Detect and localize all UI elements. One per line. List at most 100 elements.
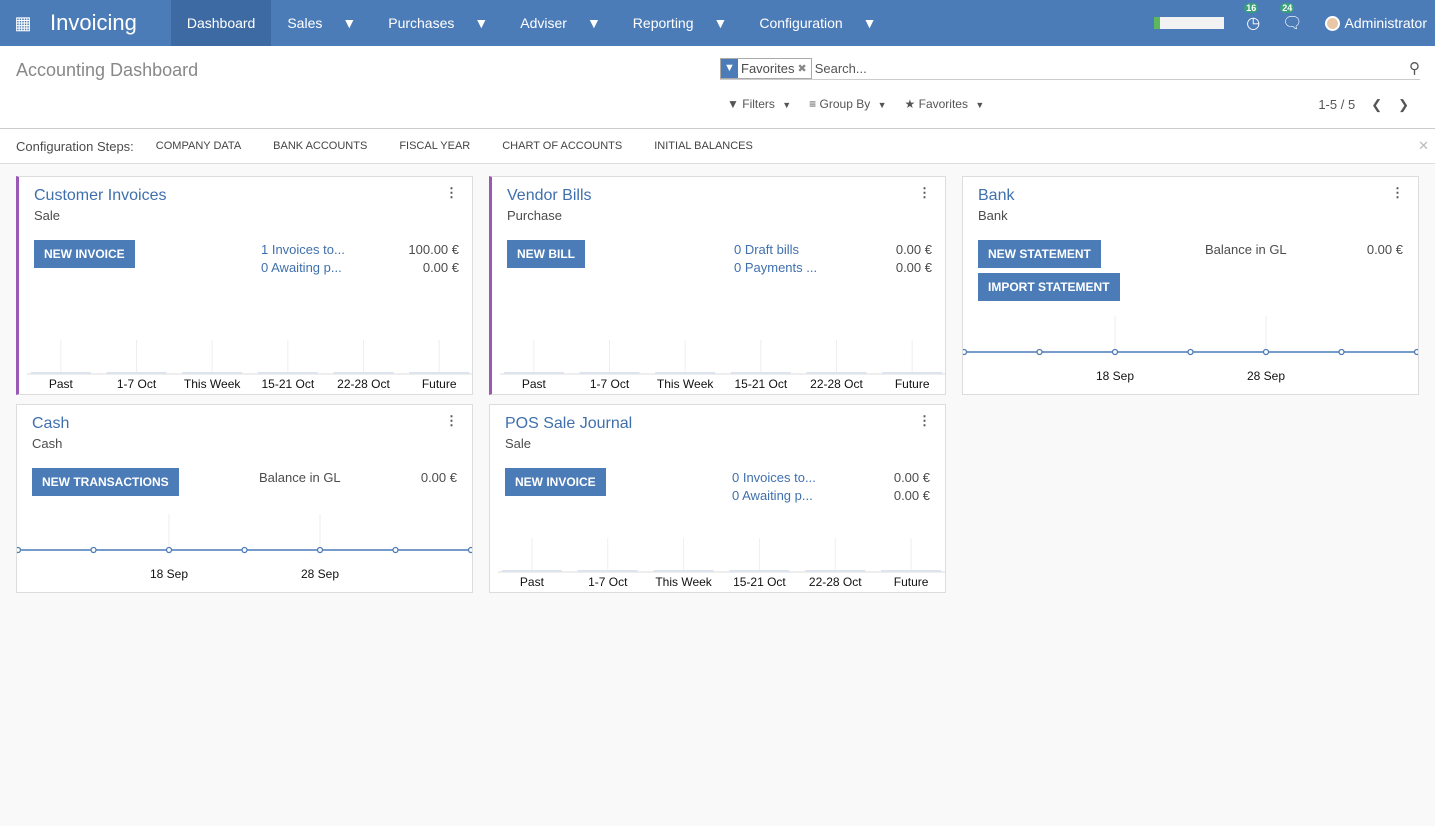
summary-link[interactable]: 0 Awaiting p... (732, 488, 813, 503)
journal-card: Bank Bank ⋮ NEW STATEMENT IMPORT STATEMENT Ba… (962, 176, 1419, 395)
search-facet: ▼ Favorites ✖ (720, 57, 812, 79)
messages-count: 24 (1280, 3, 1295, 13)
summary-link[interactable]: 0 Draft bills (734, 242, 800, 257)
more-options-icon[interactable]: ⋮ (918, 185, 931, 200)
caret-down-icon: ▼ (713, 15, 728, 31)
search-input[interactable]: Search... (814, 60, 867, 76)
x-tick-label: Future (894, 575, 929, 589)
card-title[interactable]: Cash (32, 415, 70, 432)
new-statement-button[interactable]: NEW STATEMENT (978, 240, 1101, 268)
configuration-steps: Configuration Steps: Company Data Bank Ac… (0, 129, 1435, 164)
card-title[interactable]: Customer Invoices (34, 187, 167, 204)
x-tick-label: 15-21 Oct (733, 575, 786, 589)
summary-row: 0 Invoices to... 0.00 € (732, 469, 930, 487)
data-point (1187, 348, 1194, 356)
summary-label: Balance in GL (259, 470, 341, 485)
bar (730, 372, 791, 374)
data-point (1338, 348, 1345, 356)
more-options-icon[interactable]: ⋮ (1391, 185, 1404, 200)
menu-sales[interactable]: Sales ▼ (271, 0, 372, 46)
bar (106, 372, 167, 374)
summary-link[interactable]: 0 Awaiting p... (261, 260, 342, 275)
bar (257, 372, 318, 374)
more-options-icon[interactable]: ⋮ (918, 413, 931, 428)
new-invoice-button[interactable]: NEW INVOICE (34, 240, 135, 268)
apps-menu-icon[interactable]: ▦ (14, 12, 32, 33)
journal-card: Cash Cash ⋮ NEW TRANSACTIONS Balance in GL 0.… (16, 404, 473, 593)
menu-label: Sales (287, 15, 323, 31)
bar (655, 372, 716, 374)
chevron-left-icon[interactable]: ❮ (1371, 97, 1383, 112)
summary-value: 0.00 € (1366, 242, 1403, 257)
card-summary: 0 Invoices to... 0.00 € 0 Awaiting p... 0.0… (732, 469, 930, 505)
x-tick-label: Future (895, 377, 930, 391)
control-panel: Accounting Dashboard ▼ Favorites ✖ Search.… (0, 46, 1435, 129)
close-icon[interactable]: ✕ (1418, 138, 1429, 153)
card-title[interactable]: Bank (978, 187, 1015, 204)
line-chart: 18 Sep 28 Sep (17, 514, 472, 581)
activities-button[interactable]: 16 ◷ (1244, 3, 1261, 33)
user-menu[interactable]: Administrator (1324, 15, 1427, 31)
card-subtitle: Cash (32, 436, 63, 451)
summary-value: 0.00 € (893, 488, 930, 503)
summary-label: Balance in GL (1205, 242, 1287, 257)
activities-count: 16 (1244, 3, 1259, 13)
data-point (1413, 348, 1418, 356)
menu-dashboard[interactable]: Dashboard (170, 0, 272, 46)
summary-link[interactable]: 1 Invoices to... (261, 242, 345, 257)
group-by-dropdown[interactable]: ≡ Group By ▼ (809, 97, 887, 111)
progress-bar[interactable] (1154, 17, 1225, 29)
new-bill-button[interactable]: NEW BILL (507, 240, 585, 268)
x-tick-label: Past (522, 377, 547, 391)
caret-down-icon: ▼ (474, 15, 489, 31)
step-bank-accounts[interactable]: Bank Accounts (273, 140, 368, 152)
summary-value: 0.00 € (893, 470, 930, 485)
x-tick-label: 22-28 Oct (809, 575, 862, 589)
bar (881, 570, 942, 572)
step-initial-balances[interactable]: Initial Balances (654, 140, 753, 152)
card-summary: 1 Invoices to... 100.00 € 0 Awaiting p... 0… (261, 241, 459, 277)
journal-card: POS Sale Journal Sale ⋮ NEW INVOICE 0 Invoic… (489, 404, 946, 593)
journal-card: Customer Invoices Sale ⋮ NEW INVOICE 1 Invoi… (16, 176, 473, 395)
x-tick-label: 28 Sep (1247, 369, 1285, 383)
summary-link[interactable]: 0 Invoices to... (732, 470, 816, 485)
filters-label: Filters (742, 97, 775, 111)
summary-link[interactable]: 0 Payments ... (734, 260, 818, 275)
favorites-dropdown[interactable]: ★ Favorites ▼ (904, 97, 985, 111)
x-tick-label: Past (520, 575, 545, 589)
card-summary: Balance in GL 0.00 € (1205, 241, 1403, 259)
summary-value: 0.00 € (422, 260, 459, 275)
step-chart-of-accounts[interactable]: Chart of Accounts (502, 140, 623, 152)
summary-row: Balance in GL 0.00 € (259, 469, 457, 487)
summary-value: 100.00 € (408, 242, 459, 257)
new-transactions-button[interactable]: NEW TRANSACTIONS (32, 468, 179, 496)
filters-dropdown[interactable]: ▼ Filters ▼ (727, 97, 792, 111)
card-title[interactable]: POS Sale Journal (505, 415, 633, 432)
step-fiscal-year[interactable]: Fiscal Year (399, 140, 471, 152)
import-statement-button[interactable]: IMPORT STATEMENT (978, 273, 1120, 301)
x-tick-label: 1-7 Oct (117, 377, 157, 391)
messages-button[interactable]: 24 🗨 (1280, 3, 1303, 33)
menu-configuration[interactable]: Configuration ▼ (743, 0, 892, 46)
more-options-icon[interactable]: ⋮ (445, 413, 458, 428)
pager-value: 1-5 / 5 (1318, 97, 1356, 112)
menu-adviser[interactable]: Adviser ▼ (504, 0, 617, 46)
page-title: Accounting Dashboard (16, 60, 199, 80)
step-company-data[interactable]: Company Data (155, 140, 242, 152)
remove-facet-icon[interactable]: ✖ (797, 62, 807, 75)
bar (501, 570, 562, 572)
search-icon[interactable]: ⚲ (1409, 60, 1420, 77)
star-icon: ★ (904, 97, 916, 111)
menu-reporting[interactable]: Reporting ▼ (617, 0, 744, 46)
summary-row: 1 Invoices to... 100.00 € (261, 241, 459, 259)
new-invoice-button[interactable]: NEW INVOICE (505, 468, 606, 496)
card-title[interactable]: Vendor Bills (507, 187, 592, 204)
clock-icon: ◷ (1246, 15, 1261, 32)
chevron-right-icon[interactable]: ❯ (1398, 97, 1409, 112)
x-tick-label: 18 Sep (1096, 369, 1134, 383)
more-options-icon[interactable]: ⋮ (445, 185, 458, 200)
caret-down-icon: ▼ (342, 15, 357, 31)
menu-purchases[interactable]: Purchases ▼ (372, 0, 504, 46)
bar (729, 570, 790, 572)
menu-label: Purchases (388, 15, 455, 31)
